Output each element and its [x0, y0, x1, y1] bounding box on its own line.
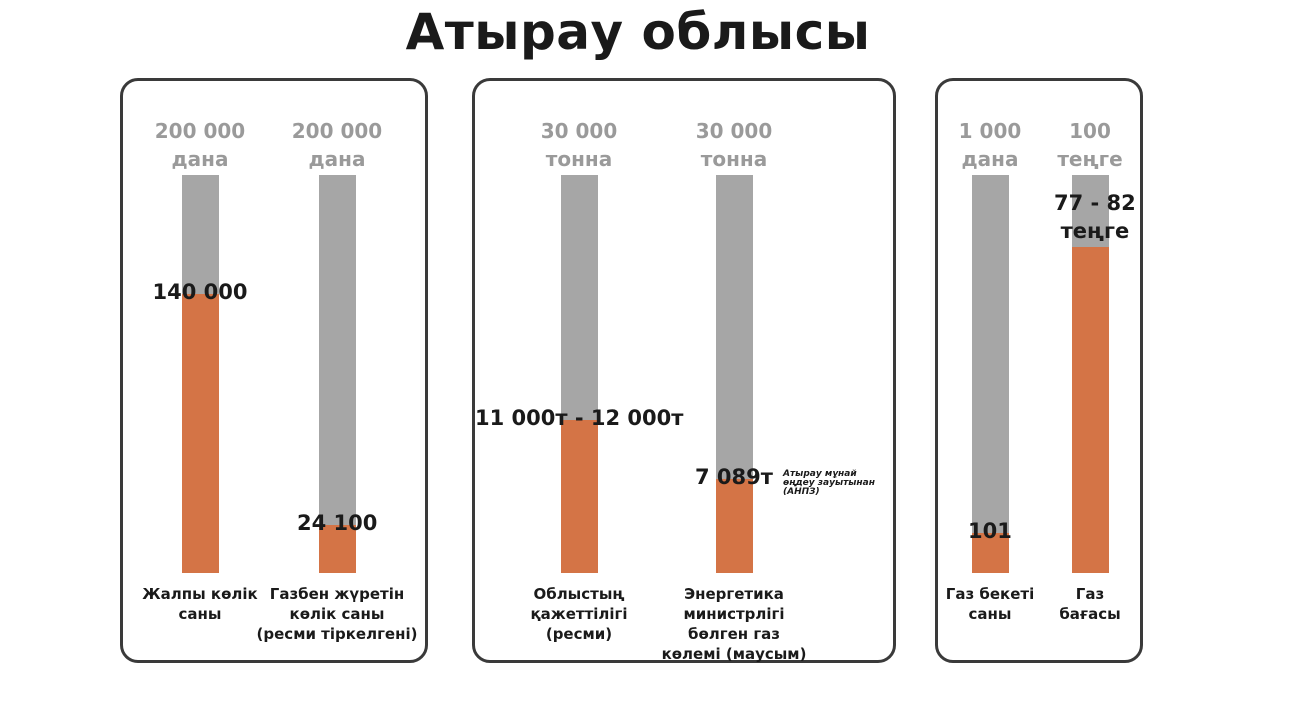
- max-label-p1-b0: 30 000 тонна: [504, 117, 654, 173]
- bar-fill-p0-b1: [319, 525, 356, 573]
- bar-track-p0-b0: [182, 175, 219, 573]
- note-p1-b1: Атырау мұнай өңдеу зауытынан (АНПЗ): [783, 469, 875, 497]
- value-label-p2-b0: 101: [968, 519, 1012, 543]
- bar-track-p1-b0: [561, 175, 598, 573]
- max-value-p0-b1: 200 000: [291, 119, 383, 143]
- bar-fill-p2-b1: [1072, 247, 1109, 573]
- bar-fill-p2-b0: [972, 533, 1009, 573]
- max-unit-p2-b0: дана: [961, 147, 1019, 171]
- bar-fill-p1-b0: [561, 420, 598, 573]
- bar-fill-p0-b0: [182, 294, 219, 573]
- max-unit-p0-b1: дана: [308, 147, 366, 171]
- value-label-p0-b1: 24 100: [297, 511, 378, 535]
- max-value-p1-b0: 30 000: [540, 119, 618, 143]
- bar-fill-p1-b1: [716, 479, 753, 573]
- max-label-p2-b0: 1 000 дана: [915, 117, 1065, 173]
- category-label-p2-b0: Газ бекеті саны: [945, 585, 1035, 623]
- max-unit-p2-b1: теңге: [1057, 147, 1123, 171]
- max-unit-p1-b0: тонна: [545, 147, 613, 171]
- max-value-p2-b0: 1 000: [958, 119, 1022, 143]
- bar-track-p1-b1: [716, 175, 753, 573]
- max-value-p2-b1: 100: [1069, 119, 1111, 143]
- value-label-p1-b0: 11 000т - 12 000т: [475, 406, 684, 430]
- bar-track-p2-b0: [972, 175, 1009, 573]
- category-label-p1-b0: Облыстың қажеттілігі (ресми): [530, 585, 628, 643]
- bar-track-p0-b1: [319, 175, 356, 573]
- max-value-p1-b1: 30 000: [695, 119, 773, 143]
- panel-gas-volume: [472, 78, 896, 663]
- max-unit-p1-b1: тонна: [700, 147, 768, 171]
- page-title: Атырау облысы: [405, 3, 871, 61]
- bar-track-p2-b1: [1072, 175, 1109, 573]
- max-label-p0-b1: 200 000 дана: [262, 117, 412, 173]
- max-label-p0-b0: 200 000 дана: [125, 117, 275, 173]
- value-label-p0-b0: 140 000: [152, 280, 248, 304]
- max-label-p1-b1: 30 000 тонна: [659, 117, 809, 173]
- panel-vehicles: [120, 78, 428, 663]
- category-label-p0-b1: Газбен жүретін көлік саны (ресми тіркелг…: [256, 585, 418, 643]
- max-label-p2-b1: 100 теңге: [1015, 117, 1165, 173]
- value-label-p2-b1: 77 - 82 теңге: [1054, 191, 1136, 243]
- value-label-p1-b1: 7 089т: [695, 465, 773, 489]
- max-unit-p0-b0: дана: [171, 147, 229, 171]
- category-label-p2-b1: Газ бағасы: [1059, 585, 1121, 623]
- max-value-p0-b0: 200 000: [154, 119, 246, 143]
- category-label-p1-b1: Энергетика министрлігі бөлген газ көлемі…: [661, 585, 807, 663]
- category-label-p0-b0: Жалпы көлік саны: [142, 585, 258, 623]
